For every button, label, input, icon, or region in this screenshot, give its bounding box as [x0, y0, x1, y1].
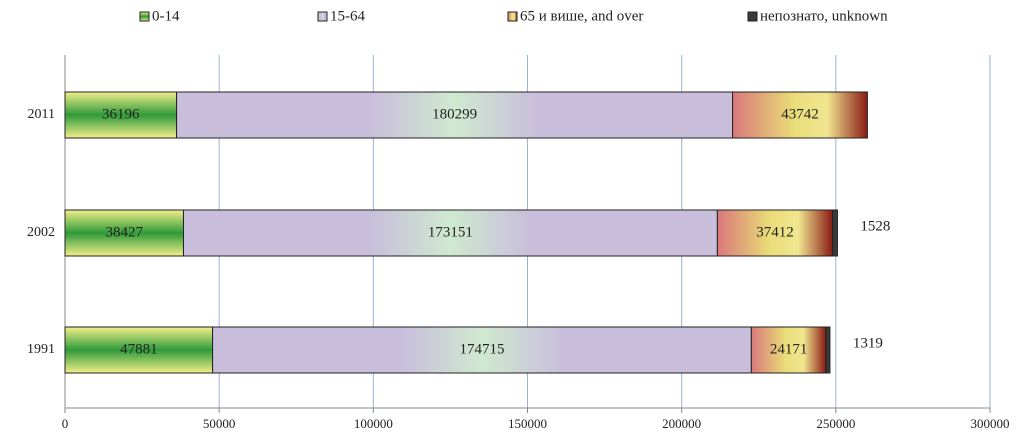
legend-swatch [507, 11, 518, 22]
x-tick-label: 0 [62, 416, 69, 431]
y-tick-label: 2011 [28, 107, 55, 122]
x-tick-label: 200000 [662, 416, 701, 431]
bar-segment [64, 209, 184, 257]
data-label: 24171 [770, 341, 808, 357]
data-label: 47881 [120, 341, 158, 357]
legend-swatch [317, 11, 328, 22]
legend-label: непознато, unknown [760, 8, 888, 24]
bar-segment [832, 209, 838, 257]
data-label: 174715 [459, 341, 504, 357]
x-tick-label: 50000 [203, 416, 236, 431]
x-tick-label: 300000 [971, 416, 1010, 431]
bar-segment [716, 209, 834, 257]
data-label: 173151 [428, 224, 473, 240]
legend-swatch [139, 11, 150, 22]
data-label: 180299 [432, 106, 477, 122]
bar-segment [212, 326, 752, 374]
bar-segment [64, 91, 178, 139]
data-label: 1528 [860, 218, 890, 234]
data-label: 1319 [853, 335, 883, 351]
legend-swatch [747, 11, 758, 22]
data-label: 37412 [756, 224, 794, 240]
data-label: 38427 [105, 224, 143, 240]
legend-label: 65 и више, and over [520, 8, 643, 24]
data-label: 36196 [102, 106, 140, 122]
x-tick-label: 100000 [354, 416, 393, 431]
legend-label: 0-14 [152, 8, 180, 24]
data-label: 43742 [781, 106, 819, 122]
y-tick-label: 1991 [27, 342, 55, 357]
bar-segment [182, 209, 718, 257]
x-tick-label: 250000 [816, 416, 855, 431]
bar-segment [750, 326, 827, 374]
bar-segment [732, 91, 868, 139]
bar-segment [64, 326, 214, 374]
y-tick-label: 2002 [27, 225, 55, 240]
legend-label: 15-64 [330, 8, 365, 24]
bar-segment [825, 326, 831, 374]
x-tick-label: 150000 [508, 416, 547, 431]
